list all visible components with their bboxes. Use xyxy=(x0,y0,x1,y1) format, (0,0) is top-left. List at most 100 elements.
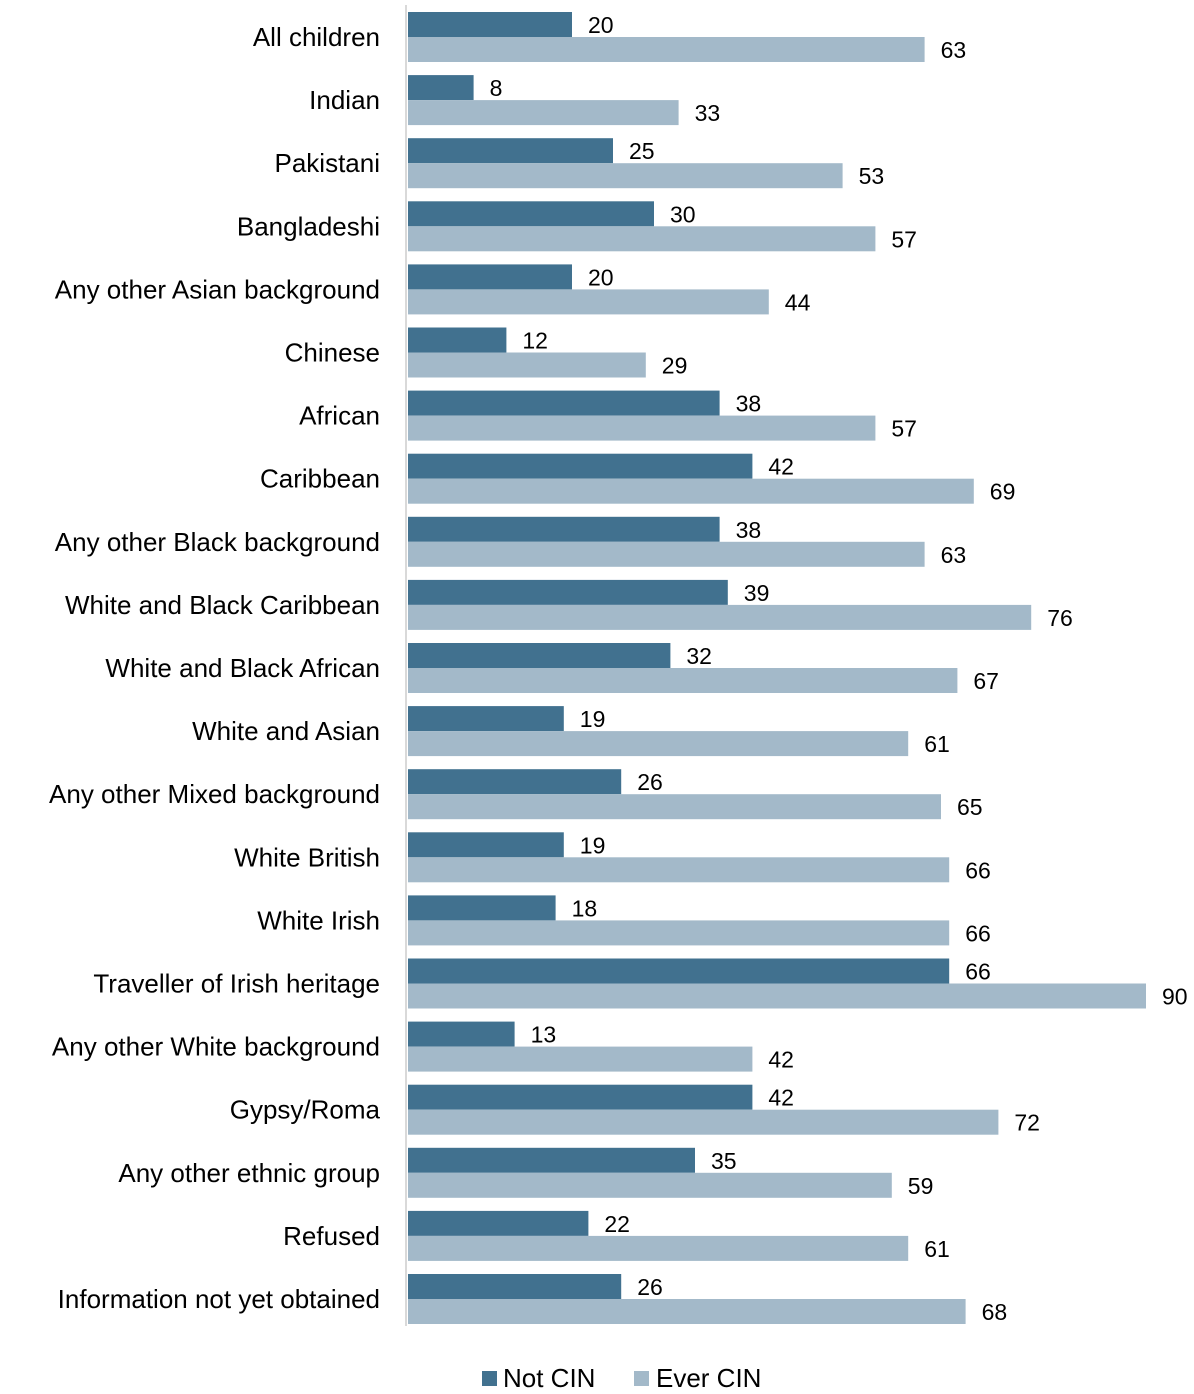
value-label-not-cin-traveller-of-irish-heritage: 66 xyxy=(965,959,991,985)
category-label-white-irish: White Irish xyxy=(257,905,380,935)
category-label-african: African xyxy=(299,401,380,431)
value-label-not-cin-bangladeshi: 30 xyxy=(670,201,696,227)
bar-ever-cin-chinese xyxy=(408,352,646,378)
bar-not-cin-white-british xyxy=(408,832,564,858)
category-label-any-other-mixed-background: Any other Mixed background xyxy=(49,779,380,809)
value-label-not-cin-any-other-asian-background: 20 xyxy=(588,264,614,290)
bar-not-cin-bangladeshi xyxy=(408,201,654,227)
value-label-not-cin-white-british: 19 xyxy=(580,832,606,858)
bar-ever-cin-white-and-black-african xyxy=(408,668,958,693)
category-label-white-and-asian: White and Asian xyxy=(192,716,380,746)
value-label-ever-cin-caribbean: 69 xyxy=(990,479,1016,505)
category-label-any-other-black-background: Any other Black background xyxy=(55,527,380,557)
bar-not-cin-any-other-white-background xyxy=(408,1021,515,1047)
value-label-ever-cin-pakistani: 53 xyxy=(859,163,885,189)
bar-not-cin-any-other-mixed-background xyxy=(408,769,622,795)
value-label-ever-cin-white-british: 66 xyxy=(965,857,991,883)
bar-ever-cin-any-other-white-background xyxy=(408,1046,753,1072)
value-label-ever-cin-chinese: 29 xyxy=(662,353,688,379)
category-label-any-other-ethnic-group: Any other ethnic group xyxy=(118,1158,380,1188)
bar-ever-cin-bangladeshi xyxy=(408,226,876,252)
category-label-caribbean: Caribbean xyxy=(260,464,380,494)
value-label-ever-cin-all-children: 63 xyxy=(941,37,967,63)
category-label-pakistani: Pakistani xyxy=(275,148,381,178)
bar-not-cin-caribbean xyxy=(408,453,753,479)
category-label-any-other-asian-background: Any other Asian background xyxy=(55,274,380,304)
value-label-not-cin-white-and-asian: 19 xyxy=(580,706,606,732)
value-label-not-cin-white-and-black-caribbean: 39 xyxy=(744,580,770,606)
bar-ever-cin-african xyxy=(408,415,876,441)
category-label-any-other-white-background: Any other White background xyxy=(52,1032,380,1062)
value-label-not-cin-caribbean: 42 xyxy=(768,454,794,480)
bar-ever-cin-indian xyxy=(408,100,679,126)
bar-not-cin-gypsy-roma xyxy=(408,1084,753,1110)
value-label-not-cin-gypsy-roma: 42 xyxy=(768,1085,794,1111)
value-label-not-cin-indian: 8 xyxy=(490,75,503,101)
value-label-ever-cin-any-other-white-background: 42 xyxy=(768,1047,794,1073)
bar-ever-cin-white-irish xyxy=(408,920,950,946)
category-label-white-british: White British xyxy=(234,842,380,872)
value-label-ever-cin-white-and-black-african: 67 xyxy=(973,668,999,694)
value-label-not-cin-any-other-black-background: 38 xyxy=(736,517,762,543)
legend-label-not-cin: Not CIN xyxy=(503,1363,595,1393)
value-label-not-cin-african: 38 xyxy=(736,391,762,417)
bar-not-cin-any-other-ethnic-group xyxy=(408,1147,695,1173)
value-label-ever-cin-indian: 33 xyxy=(695,100,721,126)
category-label-white-and-black-caribbean: White and Black Caribbean xyxy=(65,590,380,620)
bar-ever-cin-traveller-of-irish-heritage xyxy=(408,983,1146,1009)
bar-ever-cin-all-children xyxy=(408,37,925,62)
value-label-ever-cin-any-other-black-background: 63 xyxy=(941,542,967,568)
bar-not-cin-white-and-black-caribbean xyxy=(408,579,728,605)
value-label-not-cin-white-and-black-african: 32 xyxy=(686,643,712,669)
bar-ever-cin-any-other-ethnic-group xyxy=(408,1172,892,1198)
bars xyxy=(408,12,1146,1324)
category-label-indian: Indian xyxy=(309,85,380,115)
legend: Not CIN Ever CIN xyxy=(482,1363,761,1393)
value-label-not-cin-white-irish: 18 xyxy=(572,895,598,921)
category-label-refused: Refused xyxy=(283,1221,380,1251)
category-label-gypsy-roma: Gypsy/Roma xyxy=(230,1095,381,1125)
value-label-not-cin-all-children: 20 xyxy=(588,12,614,38)
value-label-not-cin-refused: 22 xyxy=(604,1211,630,1237)
value-label-ever-cin-any-other-ethnic-group: 59 xyxy=(908,1173,934,1199)
bar-ever-cin-white-british xyxy=(408,857,950,883)
value-label-ever-cin-white-and-asian: 61 xyxy=(924,731,950,757)
bar-not-cin-traveller-of-irish-heritage xyxy=(408,958,950,984)
bar-not-cin-all-children xyxy=(408,12,572,37)
bar-ever-cin-white-and-black-caribbean xyxy=(408,604,1032,630)
value-label-ever-cin-bangladeshi: 57 xyxy=(891,226,917,252)
value-label-not-cin-any-other-white-background: 13 xyxy=(531,1022,557,1048)
value-label-not-cin-information-not-yet-obtained: 26 xyxy=(637,1274,663,1300)
legend-label-ever-cin: Ever CIN xyxy=(656,1363,761,1393)
bar-ever-cin-information-not-yet-obtained xyxy=(408,1299,966,1324)
category-label-bangladeshi: Bangladeshi xyxy=(237,211,380,241)
value-label-not-cin-any-other-ethnic-group: 35 xyxy=(711,1148,737,1174)
value-labels: 20 63 8 33 25 53 30 57 20 44 12 29 38 57 42 69 38 63 39 76 3… xyxy=(490,12,1188,1325)
bar-ever-cin-refused xyxy=(408,1235,909,1261)
bar-not-cin-white-and-black-african xyxy=(408,643,671,668)
bar-not-cin-chinese xyxy=(408,327,507,353)
bar-not-cin-white-irish xyxy=(408,895,556,921)
value-label-ever-cin-gypsy-roma: 72 xyxy=(1014,1110,1040,1136)
legend-swatch-ever-cin xyxy=(634,1371,649,1386)
category-labels: All children Indian Pakistani Bangladeshi An… xyxy=(49,22,381,1314)
bar-not-cin-any-other-asian-background xyxy=(408,264,572,290)
bar-ever-cin-caribbean xyxy=(408,478,974,504)
value-label-ever-cin-white-and-black-caribbean: 76 xyxy=(1047,605,1073,631)
category-label-information-not-yet-obtained: Information not yet obtained xyxy=(58,1284,380,1314)
bar-not-cin-pakistani xyxy=(408,138,613,164)
value-label-ever-cin-traveller-of-irish-heritage: 90 xyxy=(1162,984,1188,1010)
bar-not-cin-refused xyxy=(408,1210,589,1236)
category-label-white-and-black-african: White and Black African xyxy=(105,653,380,683)
bar-ever-cin-white-and-asian xyxy=(408,731,909,757)
bar-not-cin-white-and-asian xyxy=(408,706,564,732)
value-label-ever-cin-african: 57 xyxy=(891,416,917,442)
category-label-all-children: All children xyxy=(253,22,380,52)
value-label-ever-cin-any-other-asian-background: 44 xyxy=(785,289,811,315)
bar-ever-cin-gypsy-roma xyxy=(408,1109,999,1135)
legend-swatch-not-cin xyxy=(482,1371,497,1386)
bar-not-cin-information-not-yet-obtained xyxy=(408,1274,622,1299)
bar-ever-cin-any-other-mixed-background xyxy=(408,794,941,820)
bar-not-cin-any-other-black-background xyxy=(408,516,720,542)
category-label-chinese: Chinese xyxy=(285,338,380,368)
